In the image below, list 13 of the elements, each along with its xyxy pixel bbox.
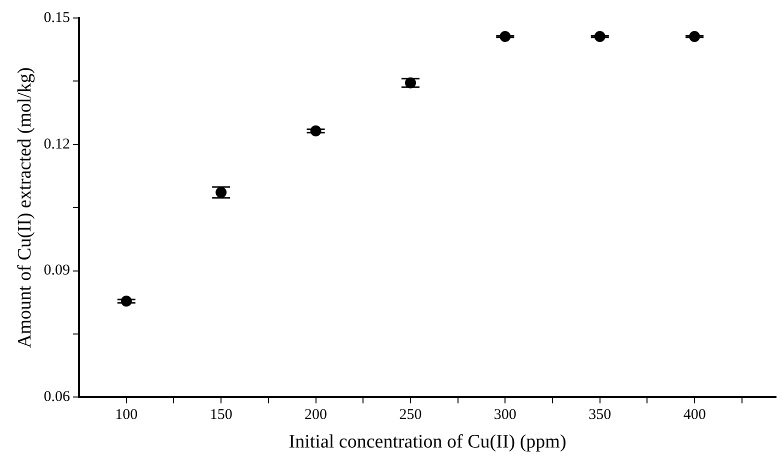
x-axis-title: Initial concentration of Cu(II) (ppm) — [288, 432, 566, 453]
x-tick-label: 200 — [304, 407, 328, 424]
y-tick-label: 0.12 — [44, 136, 70, 152]
x-tick-label: 250 — [399, 407, 422, 424]
x-tick-label: 100 — [115, 407, 138, 424]
x-tick-label: 300 — [494, 407, 516, 424]
x-tick-label: 150 — [210, 407, 232, 424]
y-tick-label: 0.06 — [44, 389, 71, 406]
x-tick-label: 350 — [588, 407, 612, 424]
y-tick-label: 0.09 — [44, 262, 70, 279]
y-axis-title: Amount of Cu(II) extracted (mol/kg) — [14, 67, 36, 348]
x-tick-label: 400 — [683, 407, 706, 424]
y-tick-label: 0.15 — [44, 10, 70, 26]
